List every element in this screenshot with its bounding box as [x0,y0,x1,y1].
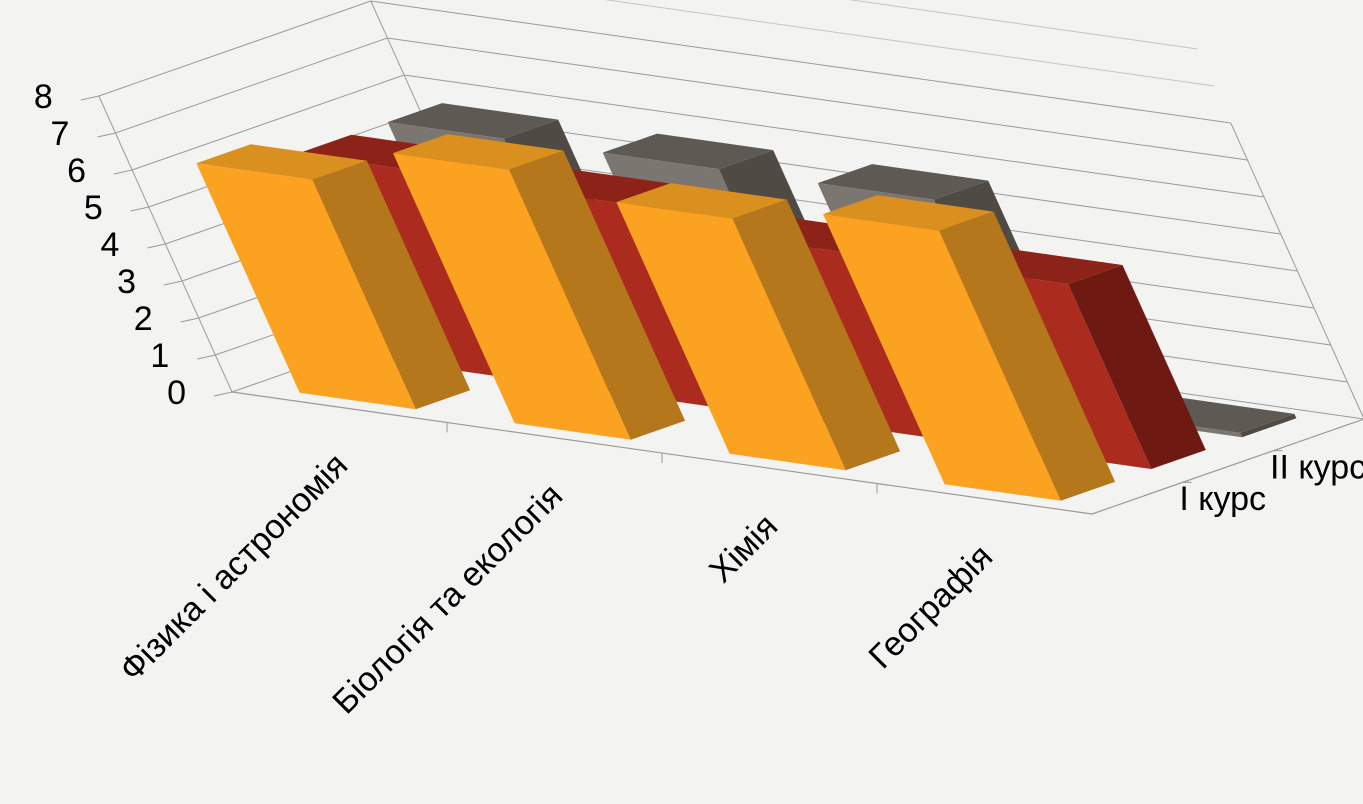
gridline-extra [604,0,1215,87]
chart-axes [80,95,1363,515]
value-tick [97,132,116,138]
chart-bars [196,103,1297,501]
bar-side [939,211,1116,501]
bar-side [312,160,471,410]
bar-top [823,195,994,231]
bar-top [817,164,989,200]
bar [616,183,901,471]
y-tick-label: 7 [51,115,70,153]
series-axis-line [1091,418,1363,515]
bar-side [509,150,686,440]
bar-top [602,133,774,170]
y-tick-label: 6 [67,152,86,190]
bar-top [196,144,367,180]
y-tick-label: 0 [167,374,186,412]
category-label: Біологія та екологія [325,477,570,722]
value-tick [130,206,149,212]
bar-front [393,153,631,440]
category-label: Хімія [702,507,785,590]
value-tick [113,169,133,175]
bar-front [616,202,846,471]
bar [196,144,471,410]
value-tick [180,317,199,323]
y-tick-label: 5 [84,189,103,227]
y-tick-label: 3 [117,263,136,301]
series-label: III курс [1361,417,1363,455]
y-tick-label: 1 [150,337,169,375]
wall-edge [1230,122,1363,418]
gridline [98,0,1231,124]
bar [823,195,1116,501]
value-tick [147,243,166,249]
bar-top [393,134,564,170]
bar-side [1240,413,1297,438]
y-tick-label: 8 [34,78,53,116]
gridline-extra [848,0,1198,50]
value-tick [163,280,183,286]
y-tick-label: 2 [134,300,153,338]
bar [393,134,686,440]
value-tick [197,354,216,360]
bar-top [387,103,559,139]
bar-side [1068,265,1206,469]
value-tick [213,391,233,397]
category-label: Географія [861,538,1000,677]
series-label: II курс [1270,449,1363,487]
bar-front [196,163,416,410]
bar-top [616,183,787,219]
bar-front [823,214,1061,501]
category-label: Фізика і астрономія [112,446,355,689]
series-label: I курс [1179,480,1266,518]
y-tick-label: 4 [100,226,119,264]
value-tick [80,95,99,101]
bar-side [732,199,901,471]
